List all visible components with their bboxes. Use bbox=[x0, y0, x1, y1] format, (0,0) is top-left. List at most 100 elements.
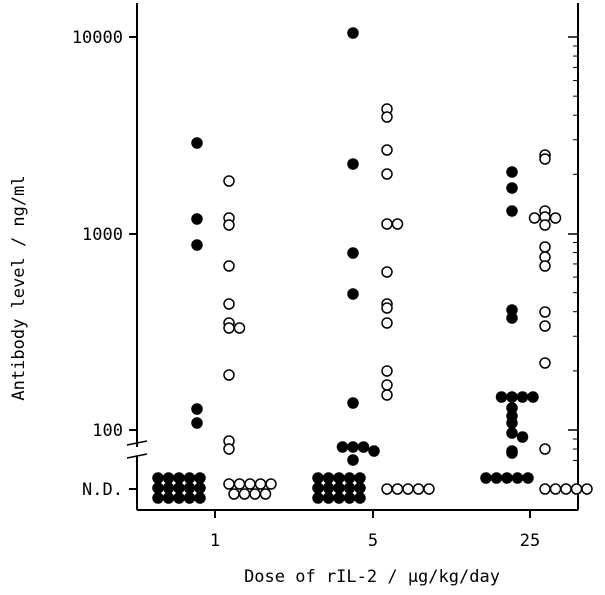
filled-point bbox=[347, 247, 359, 259]
x-axis: 1 5 25 bbox=[210, 510, 540, 551]
filled-point bbox=[506, 427, 518, 439]
open-point bbox=[223, 175, 235, 187]
x-tick-label: 1 bbox=[210, 531, 220, 551]
open-point-nd bbox=[423, 483, 435, 495]
open-point bbox=[381, 302, 393, 314]
filled-point-nd bbox=[312, 472, 324, 484]
filled-point bbox=[347, 27, 359, 39]
open-point-nd bbox=[254, 478, 267, 490]
axis-break-mark bbox=[126, 453, 148, 459]
filled-point-nd bbox=[322, 492, 335, 504]
filled-point bbox=[527, 391, 539, 403]
filled-point-nd bbox=[480, 472, 492, 484]
y-axis-label: Antibody level / ng/ml bbox=[9, 175, 29, 400]
filled-point bbox=[368, 445, 380, 457]
open-point bbox=[381, 144, 393, 156]
filled-point-nd bbox=[173, 492, 185, 504]
open-point-nd bbox=[223, 478, 235, 490]
filled-point bbox=[506, 391, 518, 403]
open-point bbox=[381, 365, 393, 377]
filled-point bbox=[347, 158, 359, 170]
filled-point bbox=[191, 239, 203, 251]
filled-point bbox=[495, 391, 508, 403]
filled-point-nd bbox=[343, 472, 356, 484]
filled-point-nd bbox=[152, 492, 164, 504]
filled-point-nd bbox=[490, 472, 503, 484]
open-point bbox=[223, 260, 235, 272]
filled-point bbox=[191, 213, 203, 225]
filled-point-nd bbox=[162, 482, 175, 494]
open-point bbox=[539, 306, 551, 318]
filled-point-nd bbox=[343, 492, 356, 504]
filled-point-nd bbox=[183, 492, 196, 504]
open-point bbox=[381, 168, 393, 180]
axis-break-mark bbox=[126, 440, 148, 446]
filled-point bbox=[516, 391, 529, 403]
open-point-nd bbox=[570, 483, 583, 495]
open-point bbox=[391, 218, 404, 230]
filled-point-nd bbox=[522, 472, 534, 484]
filled-point-nd bbox=[354, 482, 366, 494]
open-point bbox=[539, 153, 551, 165]
filled-point-nd bbox=[312, 492, 324, 504]
open-point bbox=[549, 212, 562, 224]
filled-point-nd bbox=[511, 472, 524, 484]
filled-point-nd bbox=[354, 492, 366, 504]
filled-point bbox=[347, 288, 359, 300]
open-point bbox=[539, 320, 551, 332]
open-point-nd bbox=[412, 483, 425, 495]
open-point bbox=[223, 219, 235, 231]
open-point bbox=[381, 218, 393, 230]
filled-point-nd bbox=[162, 492, 175, 504]
filled-point-nd bbox=[501, 472, 513, 484]
filled-point-nd bbox=[343, 482, 356, 494]
open-point bbox=[539, 357, 551, 369]
filled-point-nd bbox=[183, 472, 196, 484]
y-tick-label: 10000 bbox=[72, 28, 123, 48]
open-point bbox=[381, 266, 393, 278]
open-point bbox=[381, 111, 393, 123]
filled-point-nd bbox=[152, 472, 164, 484]
open-point-nd bbox=[238, 488, 251, 500]
filled-point-nd bbox=[312, 482, 324, 494]
open-point-nd bbox=[249, 488, 261, 500]
open-point-nd bbox=[228, 488, 240, 500]
y-nd-label: N.D. bbox=[82, 480, 123, 500]
filled-point-nd bbox=[194, 472, 206, 484]
filled-point-nd bbox=[333, 492, 345, 504]
y-tick-label: 100 bbox=[92, 421, 123, 441]
open-point bbox=[381, 317, 393, 329]
x-tick-label: 25 bbox=[520, 531, 540, 551]
open-point bbox=[223, 322, 235, 334]
open-point bbox=[223, 443, 235, 455]
filled-point bbox=[336, 441, 349, 453]
open-point bbox=[539, 260, 551, 272]
y-tick-label: 1000 bbox=[82, 225, 123, 245]
filled-point-nd bbox=[354, 472, 366, 484]
filled-point bbox=[357, 441, 370, 453]
filled-point-nd bbox=[333, 482, 345, 494]
plot-frame bbox=[126, 3, 579, 511]
open-point-nd bbox=[402, 483, 414, 495]
open-point-nd bbox=[560, 483, 572, 495]
open-point-nd bbox=[549, 483, 562, 495]
x-axis-label: Dose of rIL-2 / µg/kg/day bbox=[244, 567, 500, 587]
data-points bbox=[152, 27, 593, 504]
open-point bbox=[233, 322, 246, 334]
filled-point bbox=[506, 312, 518, 324]
filled-point-nd bbox=[322, 472, 335, 484]
filled-point bbox=[191, 417, 203, 429]
open-point-nd bbox=[244, 478, 256, 490]
filled-point bbox=[506, 417, 518, 429]
open-point bbox=[223, 369, 235, 381]
open-point-nd bbox=[539, 483, 551, 495]
open-point-nd bbox=[265, 478, 277, 490]
open-point bbox=[381, 389, 393, 401]
y-axis: 100 1000 10000 N.D. bbox=[72, 28, 578, 500]
filled-point bbox=[191, 137, 203, 149]
filled-point bbox=[506, 182, 518, 194]
open-point-nd bbox=[233, 478, 246, 490]
x-tick-label: 5 bbox=[368, 531, 378, 551]
open-point bbox=[539, 443, 551, 455]
